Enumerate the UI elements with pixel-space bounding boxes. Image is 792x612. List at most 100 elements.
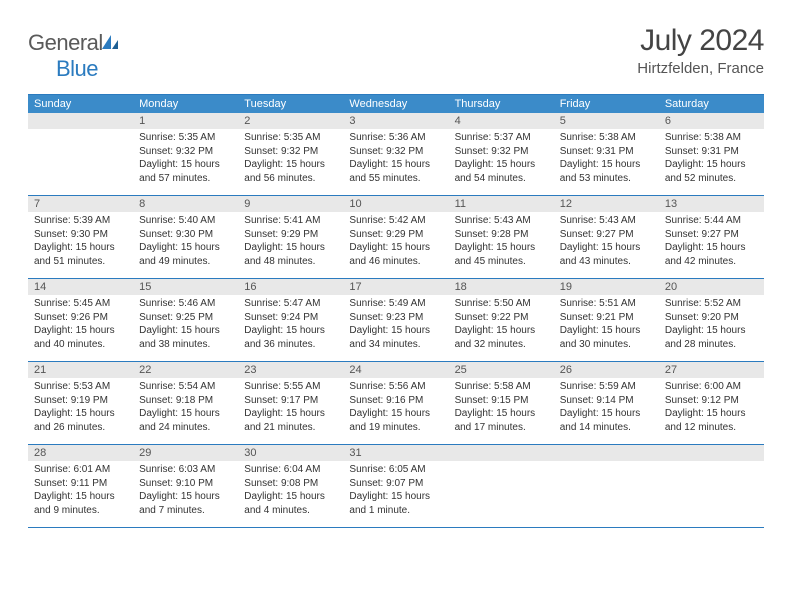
day-number: 13	[659, 196, 764, 212]
day-cell: 15Sunrise: 5:46 AMSunset: 9:25 PMDayligh…	[133, 279, 238, 361]
day-cell	[449, 445, 554, 527]
day-cell: 17Sunrise: 5:49 AMSunset: 9:23 PMDayligh…	[343, 279, 448, 361]
day-content: Sunrise: 6:04 AMSunset: 9:08 PMDaylight:…	[238, 461, 343, 523]
weekday-thu: Thursday	[449, 95, 554, 113]
sunrise-line: Sunrise: 5:50 AM	[455, 297, 548, 311]
day-cell: 21Sunrise: 5:53 AMSunset: 9:19 PMDayligh…	[28, 362, 133, 444]
sunset-line: Sunset: 9:07 PM	[349, 477, 442, 491]
day-number: 9	[238, 196, 343, 212]
daylight-line: Daylight: 15 hours and 46 minutes.	[349, 241, 442, 268]
day-cell: 8Sunrise: 5:40 AMSunset: 9:30 PMDaylight…	[133, 196, 238, 278]
sunset-line: Sunset: 9:17 PM	[244, 394, 337, 408]
sunset-line: Sunset: 9:29 PM	[244, 228, 337, 242]
day-cell: 22Sunrise: 5:54 AMSunset: 9:18 PMDayligh…	[133, 362, 238, 444]
day-content: Sunrise: 5:58 AMSunset: 9:15 PMDaylight:…	[449, 378, 554, 440]
day-cell: 30Sunrise: 6:04 AMSunset: 9:08 PMDayligh…	[238, 445, 343, 527]
daylight-line: Daylight: 15 hours and 14 minutes.	[560, 407, 653, 434]
sunset-line: Sunset: 9:20 PM	[665, 311, 758, 325]
day-number: 26	[554, 362, 659, 378]
sunrise-line: Sunrise: 5:35 AM	[244, 131, 337, 145]
day-cell: 4Sunrise: 5:37 AMSunset: 9:32 PMDaylight…	[449, 113, 554, 195]
sail-icon	[101, 30, 119, 46]
sunrise-line: Sunrise: 5:36 AM	[349, 131, 442, 145]
day-number: 6	[659, 113, 764, 129]
sunrise-line: Sunrise: 6:01 AM	[34, 463, 127, 477]
day-number: 18	[449, 279, 554, 295]
weekday-wed: Wednesday	[343, 95, 448, 113]
daylight-line: Daylight: 15 hours and 4 minutes.	[244, 490, 337, 517]
day-number: 27	[659, 362, 764, 378]
sunrise-line: Sunrise: 6:05 AM	[349, 463, 442, 477]
day-number: 19	[554, 279, 659, 295]
day-number: 1	[133, 113, 238, 129]
sunset-line: Sunset: 9:27 PM	[665, 228, 758, 242]
sunrise-line: Sunrise: 5:52 AM	[665, 297, 758, 311]
daylight-line: Daylight: 15 hours and 49 minutes.	[139, 241, 232, 268]
sunset-line: Sunset: 9:14 PM	[560, 394, 653, 408]
day-content: Sunrise: 5:56 AMSunset: 9:16 PMDaylight:…	[343, 378, 448, 440]
day-cell	[28, 113, 133, 195]
day-number: 23	[238, 362, 343, 378]
day-cell: 12Sunrise: 5:43 AMSunset: 9:27 PMDayligh…	[554, 196, 659, 278]
daylight-line: Daylight: 15 hours and 21 minutes.	[244, 407, 337, 434]
day-number: 28	[28, 445, 133, 461]
day-number	[449, 445, 554, 461]
sunrise-line: Sunrise: 5:43 AM	[455, 214, 548, 228]
day-content: Sunrise: 5:38 AMSunset: 9:31 PMDaylight:…	[659, 129, 764, 191]
day-content: Sunrise: 5:37 AMSunset: 9:32 PMDaylight:…	[449, 129, 554, 191]
day-number: 21	[28, 362, 133, 378]
day-cell: 9Sunrise: 5:41 AMSunset: 9:29 PMDaylight…	[238, 196, 343, 278]
sunset-line: Sunset: 9:30 PM	[34, 228, 127, 242]
title-block: July 2024 Hirtzfelden, France	[637, 24, 764, 77]
day-cell	[554, 445, 659, 527]
day-content	[554, 461, 659, 469]
sunset-line: Sunset: 9:10 PM	[139, 477, 232, 491]
sunrise-line: Sunrise: 6:03 AM	[139, 463, 232, 477]
sunset-line: Sunset: 9:28 PM	[455, 228, 548, 242]
weeks-container: 1 Sunrise: 5:35 AM Sunset: 9:32 PM Daylight…	[28, 113, 764, 528]
day-content: Sunrise: 5:36 AMSunset: 9:32 PMDaylight:…	[343, 129, 448, 191]
week-row: 7Sunrise: 5:39 AMSunset: 9:30 PMDaylight…	[28, 196, 764, 279]
day-number: 17	[343, 279, 448, 295]
sunrise-line: Sunrise: 6:04 AM	[244, 463, 337, 477]
sunset-line: Sunset: 9:15 PM	[455, 394, 548, 408]
sunset-line: Sunset: 9:31 PM	[665, 145, 758, 159]
day-cell: 11Sunrise: 5:43 AMSunset: 9:28 PMDayligh…	[449, 196, 554, 278]
day-number: 7	[28, 196, 133, 212]
day-content: Sunrise: 5:50 AMSunset: 9:22 PMDaylight:…	[449, 295, 554, 357]
day-number: 12	[554, 196, 659, 212]
logo-general: General	[28, 30, 103, 55]
sunrise-line: Sunrise: 5:39 AM	[34, 214, 127, 228]
day-cell: 19Sunrise: 5:51 AMSunset: 9:21 PMDayligh…	[554, 279, 659, 361]
sunrise-line: Sunrise: 6:00 AM	[665, 380, 758, 394]
day-number: 22	[133, 362, 238, 378]
daylight-line: Daylight: 15 hours and 12 minutes.	[665, 407, 758, 434]
day-content: Sunrise: 5:52 AMSunset: 9:20 PMDaylight:…	[659, 295, 764, 357]
daylight-line: Daylight: 15 hours and 48 minutes.	[244, 241, 337, 268]
day-cell: 3Sunrise: 5:36 AMSunset: 9:32 PMDaylight…	[343, 113, 448, 195]
sunset-line: Sunset: 9:29 PM	[349, 228, 442, 242]
logo-blue: Blue	[56, 56, 98, 81]
daylight-line: Daylight: 15 hours and 32 minutes.	[455, 324, 548, 351]
day-number	[28, 113, 133, 129]
day-cell: 23Sunrise: 5:55 AMSunset: 9:17 PMDayligh…	[238, 362, 343, 444]
day-number: 11	[449, 196, 554, 212]
day-content: Sunrise: 6:01 AMSunset: 9:11 PMDaylight:…	[28, 461, 133, 523]
day-cell: 27Sunrise: 6:00 AMSunset: 9:12 PMDayligh…	[659, 362, 764, 444]
sunrise-line: Sunrise: 5:47 AM	[244, 297, 337, 311]
day-cell: 26Sunrise: 5:59 AMSunset: 9:14 PMDayligh…	[554, 362, 659, 444]
sunset-line: Sunset: 9:32 PM	[139, 145, 232, 159]
day-content	[28, 129, 133, 137]
day-content: Sunrise: 5:40 AMSunset: 9:30 PMDaylight:…	[133, 212, 238, 274]
day-content: Sunrise: 5:41 AMSunset: 9:29 PMDaylight:…	[238, 212, 343, 274]
sunset-line: Sunset: 9:27 PM	[560, 228, 653, 242]
sunset-line: Sunset: 9:32 PM	[455, 145, 548, 159]
sunset-line: Sunset: 9:30 PM	[139, 228, 232, 242]
sunset-line: Sunset: 9:11 PM	[34, 477, 127, 491]
week-row: 21Sunrise: 5:53 AMSunset: 9:19 PMDayligh…	[28, 362, 764, 445]
sunset-line: Sunset: 9:26 PM	[34, 311, 127, 325]
sunset-line: Sunset: 9:22 PM	[455, 311, 548, 325]
week-row: 28Sunrise: 6:01 AMSunset: 9:11 PMDayligh…	[28, 445, 764, 528]
daylight-line: Daylight: 15 hours and 56 minutes.	[244, 158, 337, 185]
day-cell: 13Sunrise: 5:44 AMSunset: 9:27 PMDayligh…	[659, 196, 764, 278]
